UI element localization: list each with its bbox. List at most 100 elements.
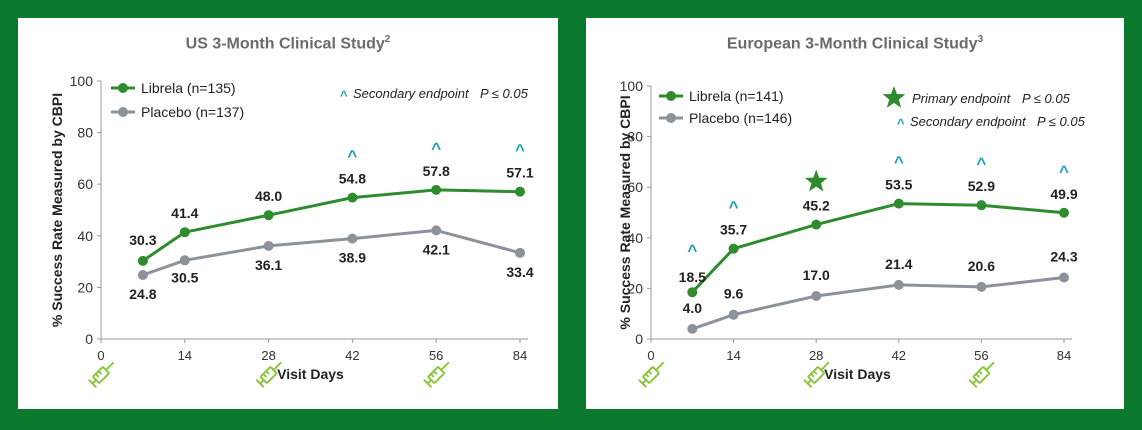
data-point-librela	[137, 255, 148, 266]
data-point-placebo	[811, 290, 822, 301]
secondary-endpoint-p: P ≤ 0.05	[480, 86, 529, 101]
data-label: 21.4	[885, 256, 912, 272]
data-label: 57.8	[423, 163, 450, 179]
syringe-mark	[262, 372, 267, 378]
x-tick-label: 42	[892, 348, 906, 363]
syringe-icon	[255, 361, 282, 388]
legend-caret-icon: ^	[897, 116, 905, 131]
data-label: 49.9	[1050, 186, 1077, 202]
data-point-placebo	[179, 255, 190, 266]
legend-marker	[666, 113, 676, 123]
european-study-panel: European 3-Month Clinical Study3 0 20 40 60…	[586, 18, 1124, 409]
legend-marker	[666, 91, 676, 101]
y-tick-label: 20	[627, 280, 643, 296]
secondary-endpoint-mark: ^	[687, 241, 697, 260]
secondary-endpoint-mark: ^	[515, 141, 525, 160]
syringe-icon	[968, 361, 995, 388]
secondary-endpoint-note: Secondary endpoint	[353, 86, 470, 101]
data-point-librela	[811, 219, 822, 230]
legend-marker	[118, 83, 128, 93]
chart-title: US 3-Month Clinical Study2	[185, 34, 391, 53]
data-label: 48.0	[255, 188, 282, 204]
syringe-handle	[638, 379, 647, 388]
data-label: 45.2	[803, 198, 830, 214]
secondary-endpoint-p: P ≤ 0.05	[1037, 114, 1086, 129]
syringe-handle	[968, 379, 978, 388]
syringe-needle	[104, 361, 115, 372]
x-tick-label: 14	[178, 348, 192, 363]
data-point-placebo	[431, 225, 442, 236]
legend-label: Librela (n=135)	[141, 80, 236, 96]
data-label: 57.1	[506, 165, 533, 181]
syringe-mark	[429, 372, 435, 378]
legend-label: Librela (n=141)	[689, 88, 784, 104]
syringe-mark	[432, 370, 438, 375]
y-tick-label: 100	[620, 78, 644, 94]
syringe-mark	[647, 370, 652, 375]
data-label: 35.7	[720, 222, 747, 238]
data-point-librela	[431, 184, 442, 195]
data-label: 41.4	[171, 205, 198, 221]
y-tick-label: 40	[77, 228, 93, 244]
data-point-librela	[687, 287, 698, 298]
data-point-librela	[179, 227, 190, 238]
y-tick-label: 100	[70, 73, 94, 89]
data-point-librela	[976, 200, 987, 211]
primary-endpoint-note: Primary endpoint	[912, 91, 1012, 106]
syringe-needle	[272, 361, 282, 372]
legend-label: Placebo (n=137)	[141, 104, 244, 120]
y-tick-label: 80	[627, 129, 643, 145]
y-tick-label: 20	[77, 279, 93, 295]
syringe-mark	[265, 370, 270, 375]
data-point-placebo	[347, 233, 358, 244]
y-tick-label: 80	[77, 125, 93, 141]
syringe-icon	[638, 361, 665, 388]
data-point-placebo	[728, 309, 739, 320]
syringe-handle	[803, 379, 812, 388]
data-label: 18.5	[679, 269, 706, 285]
syringe-mark	[644, 372, 650, 378]
x-tick-label: 0	[97, 348, 104, 363]
syringe-needle	[820, 361, 830, 372]
primary-endpoint-star	[804, 169, 828, 192]
data-label: 4.0	[683, 300, 703, 316]
data-label: 52.9	[968, 178, 995, 194]
x-tick-label: 56	[429, 348, 443, 363]
syringe-mark	[809, 372, 815, 378]
syringe-handle	[255, 379, 265, 388]
syringe-needle	[985, 361, 995, 372]
data-label: 17.0	[803, 267, 830, 283]
series-line-placebo	[691, 276, 1065, 331]
data-label: 36.1	[255, 257, 282, 273]
data-point-placebo	[263, 240, 274, 251]
syringe-mark	[975, 372, 980, 378]
y-tick-label: 40	[627, 230, 643, 246]
x-tick-label: 28	[261, 348, 275, 363]
syringe-mark	[94, 372, 100, 378]
us-study-chart: 0 20 40 60 80 100 0 14 28 42 56 84 Visit Days % Succe…	[49, 73, 534, 388]
data-point-placebo	[1059, 272, 1069, 283]
legend-label: Placebo (n=146)	[689, 110, 792, 126]
series-line-librela	[142, 188, 521, 263]
data-point-librela	[893, 198, 904, 209]
y-axis-title: % Success Rate Measured by CBPI	[49, 93, 65, 327]
syringe-mark	[812, 370, 818, 375]
x-tick-label: 14	[726, 348, 740, 363]
data-point-librela	[728, 243, 739, 254]
data-label: 20.6	[968, 258, 995, 274]
y-axis-title: % Success Rate Measured by CBPI	[617, 95, 633, 329]
x-tick-label: 0	[647, 348, 654, 363]
data-label: 30.5	[171, 269, 198, 285]
series-line-librela	[691, 202, 1065, 294]
secondary-endpoint-mark: ^	[729, 198, 739, 217]
data-label: 54.8	[339, 171, 366, 187]
x-tick-label: 28	[809, 348, 823, 363]
data-label: 9.6	[724, 286, 744, 302]
syringe-icon	[803, 361, 830, 388]
data-point-librela	[515, 186, 525, 197]
y-tick-label: 60	[77, 176, 93, 192]
x-tick-label: 84	[513, 348, 527, 363]
primary-endpoint-p: P ≤ 0.05	[1022, 91, 1071, 106]
secondary-endpoint-mark: ^	[894, 153, 904, 172]
data-point-librela	[347, 192, 358, 203]
